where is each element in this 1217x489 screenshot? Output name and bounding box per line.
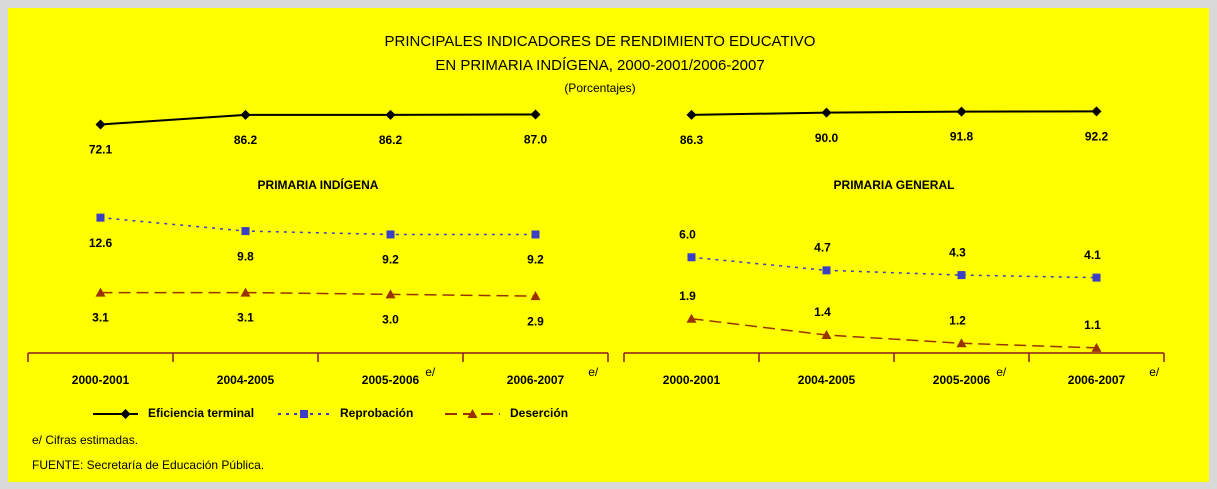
marker [530, 291, 541, 301]
note: FUENTE: Secretaría de Educación Pública. [32, 458, 264, 472]
chart-title: PRINCIPALES INDICADORES DE RENDIMIENTO E… [385, 33, 816, 50]
data-label: 9.2 [527, 253, 544, 267]
data-label: 91.8 [950, 130, 974, 144]
series-line: Deserción [691, 317, 1097, 349]
data-label: 6.0 [679, 227, 696, 241]
marker [240, 287, 251, 297]
marker [1091, 106, 1102, 117]
marker [467, 409, 478, 418]
x-tick-label: 2006-2007 [507, 373, 565, 387]
marker [1092, 273, 1101, 282]
legend-label: Deserción [510, 406, 568, 420]
marker [96, 213, 105, 222]
legend-label: Eficiencia terminal [148, 406, 254, 420]
data-label: 1.9 [679, 289, 696, 303]
chart-title: EN PRIMARIA INDÍGENA, 2000-2001/2006-200… [435, 57, 764, 74]
data-label: 90.0 [815, 131, 839, 145]
x-tick-label: 2004-2005 [798, 373, 856, 387]
series-line: Eficiencia terminal [691, 110, 1097, 116]
x-tick-note: e/ [588, 365, 599, 379]
marker [385, 109, 396, 120]
marker [687, 253, 696, 262]
marker [686, 109, 697, 120]
data-label: 9.8 [237, 249, 254, 263]
data-label: 86.2 [379, 133, 403, 147]
data-label: 86.2 [234, 133, 258, 147]
data-label: 1.4 [814, 305, 831, 319]
marker [300, 410, 308, 418]
data-label: 2.9 [527, 314, 544, 328]
panel-title: PRIMARIA INDÍGENA [258, 177, 379, 192]
x-tick-label: 2005-2006 [362, 373, 420, 387]
data-label: 12.6 [89, 236, 113, 250]
x-tick-label: 2005-2006 [933, 373, 991, 387]
data-label: 4.3 [949, 245, 966, 259]
chart-subtitle: (Porcentajes) [564, 81, 635, 95]
series-line [100, 291, 536, 297]
data-label: 3.1 [237, 311, 254, 325]
series-line [100, 216, 536, 236]
data-label: 9.2 [382, 253, 399, 267]
x-tick-label: 2000-2001 [663, 373, 721, 387]
marker [956, 106, 967, 117]
marker [530, 109, 541, 120]
marker [822, 266, 831, 275]
data-label: 86.3 [680, 133, 704, 147]
marker [956, 338, 967, 348]
data-label: 72.1 [89, 143, 113, 157]
background [8, 8, 1209, 482]
data-label: 1.1 [1084, 318, 1101, 332]
marker [686, 313, 697, 323]
data-label: 92.2 [1085, 130, 1109, 144]
marker [821, 330, 832, 340]
marker [957, 271, 966, 280]
marker [241, 227, 250, 236]
data-label: 87.0 [524, 133, 548, 147]
x-tick-label: 2004-2005 [217, 373, 275, 387]
panel-title: PRIMARIA GENERAL [834, 178, 955, 192]
x-tick-note: e/ [1149, 365, 1160, 379]
marker [385, 289, 396, 299]
marker [821, 107, 832, 118]
data-label: 1.2 [949, 313, 966, 327]
marker [120, 409, 131, 419]
x-tick-label: 2006-2007 [1068, 373, 1126, 387]
x-tick-note: e/ [425, 365, 436, 379]
marker [95, 119, 106, 130]
series-line [100, 113, 536, 126]
x-tick-note: e/ [996, 365, 1007, 379]
x-tick-label: 2000-2001 [72, 373, 130, 387]
series-line: Reprobación [691, 256, 1097, 279]
marker [1091, 342, 1102, 352]
data-label: 4.1 [1084, 248, 1101, 262]
legend-label: Reprobación [340, 406, 413, 420]
data-label: 4.7 [814, 241, 831, 255]
data-label: 3.0 [382, 312, 399, 326]
marker [240, 109, 251, 120]
marker [95, 287, 106, 297]
data-label: 3.1 [92, 311, 109, 325]
marker [386, 230, 395, 239]
note: e/ Cifras estimadas. [32, 433, 138, 447]
marker [531, 230, 540, 239]
